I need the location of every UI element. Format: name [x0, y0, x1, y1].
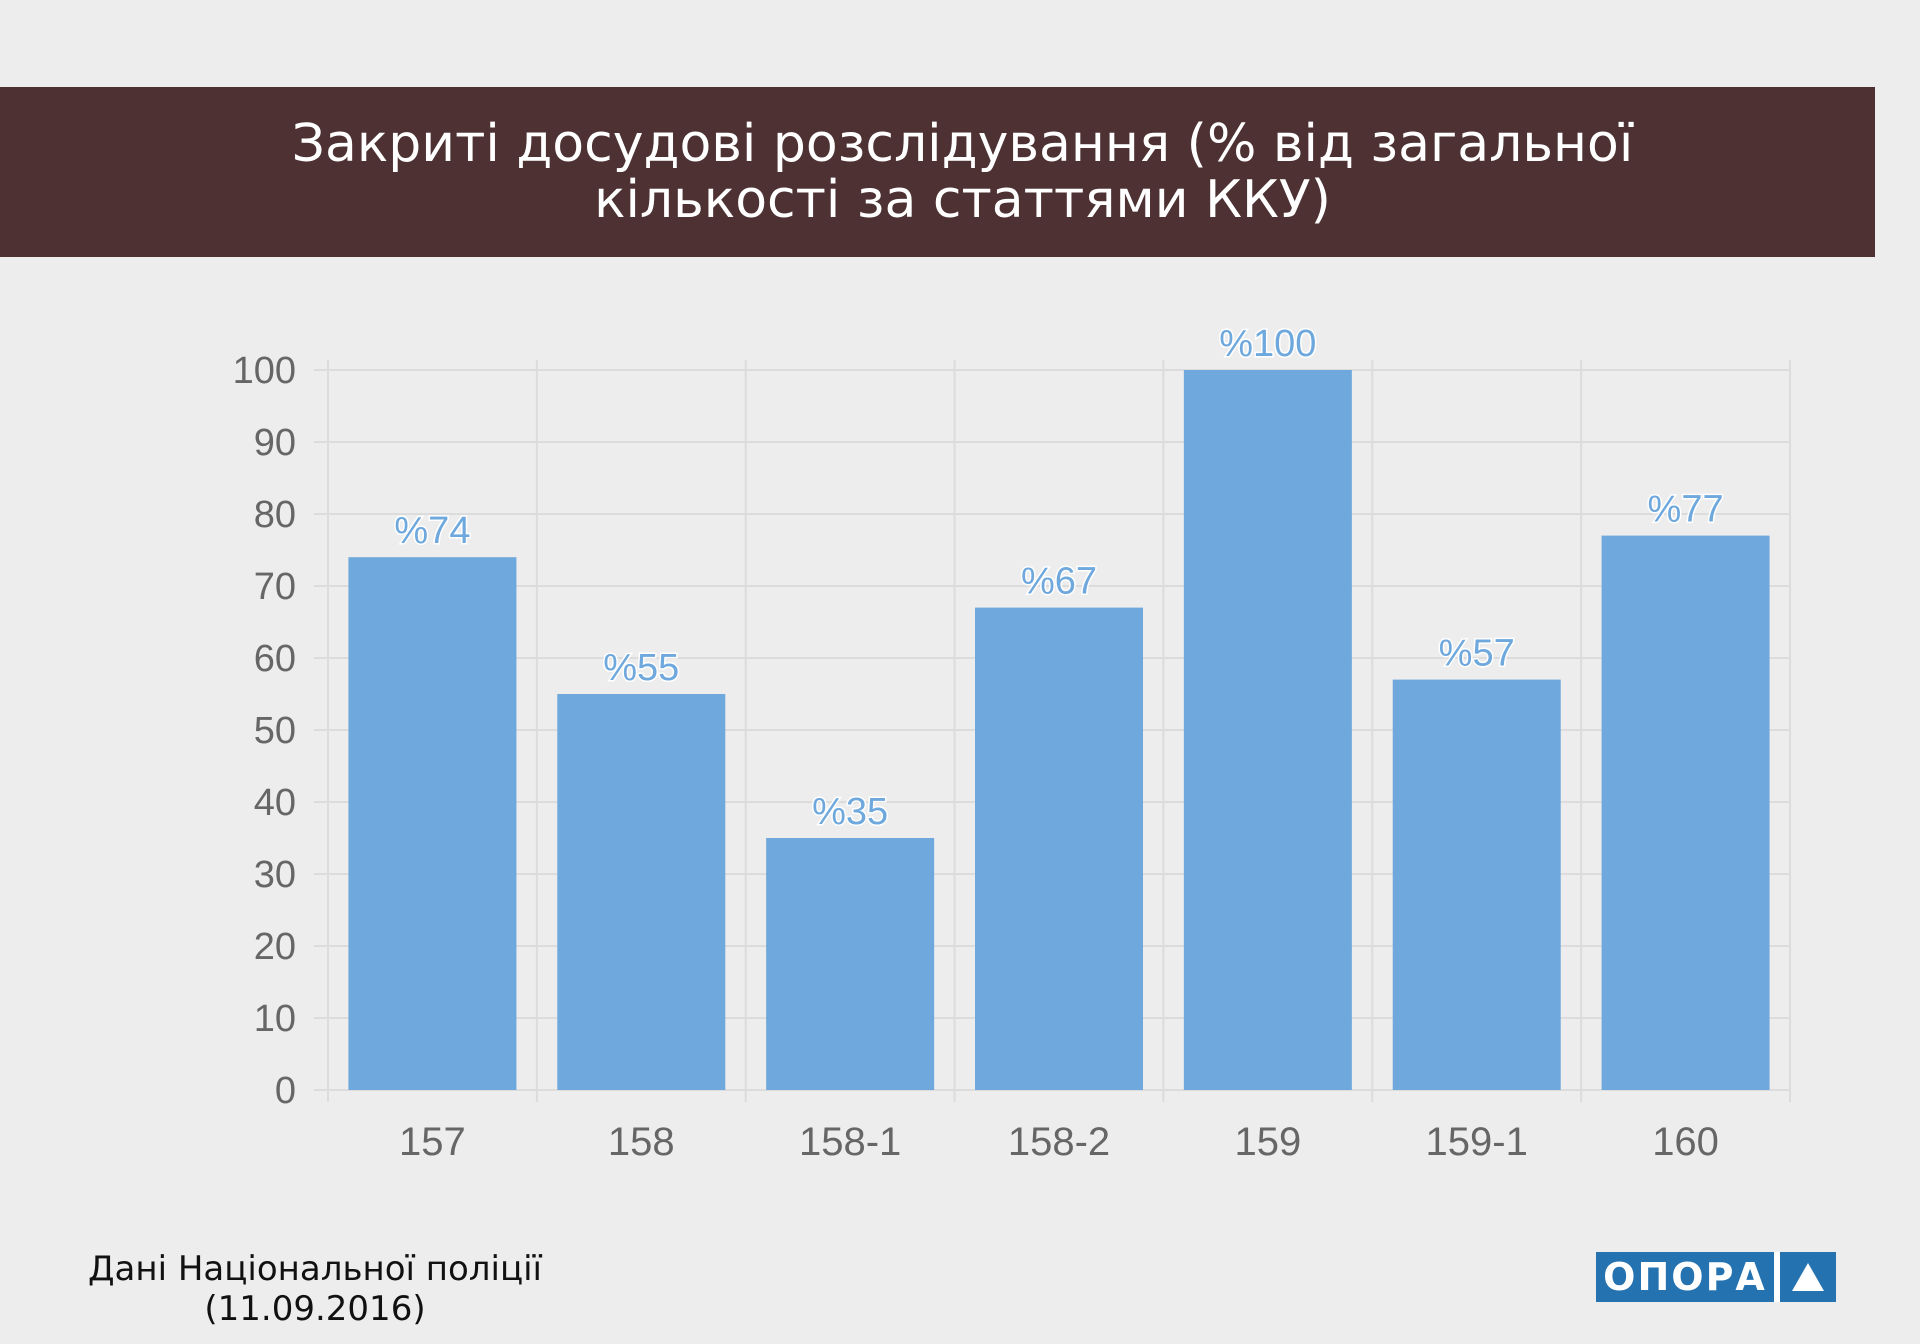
opora-logo: ОПОРА [1596, 1252, 1836, 1302]
data-label: %35 [812, 791, 888, 833]
chart-title: Закриті досудові розслідування (% від за… [291, 114, 1634, 230]
source-note: Дані Національної поліції (11.09.2016) [40, 1249, 590, 1329]
bar [975, 607, 1143, 1090]
logo-icon-box [1780, 1252, 1836, 1302]
y-tick-label: 50 [254, 710, 296, 752]
y-tick-label: 30 [254, 854, 296, 896]
bar [1183, 370, 1352, 1090]
source-line-1: Дані Національної поліції [87, 1249, 543, 1289]
y-tick-label: 0 [275, 1070, 296, 1112]
x-tick-label: 158-2 [1008, 1120, 1110, 1164]
x-tick-label: 159-1 [1426, 1120, 1528, 1164]
x-tick-label: 158-1 [799, 1120, 901, 1164]
y-tick-label: 100 [233, 350, 296, 392]
x-tick-label: 157 [399, 1120, 466, 1164]
bar [348, 557, 517, 1090]
bar [1392, 679, 1561, 1090]
y-tick-label: 80 [254, 494, 296, 536]
y-tick-label: 90 [254, 422, 296, 464]
bar [557, 694, 726, 1090]
data-label: %100 [1219, 323, 1316, 365]
y-tick-label: 10 [254, 998, 296, 1040]
data-label: %57 [1439, 633, 1515, 675]
logo-text: ОПОРА [1596, 1252, 1774, 1302]
data-label: %77 [1648, 489, 1724, 531]
y-tick-label: 60 [254, 638, 296, 680]
x-tick-label: 159 [1234, 1120, 1301, 1164]
data-label: %55 [603, 647, 679, 689]
bar [766, 838, 935, 1090]
data-label: %67 [1021, 561, 1097, 603]
x-tick-label: 158 [608, 1120, 675, 1164]
y-tick-label: 70 [254, 566, 296, 608]
source-line-2: (11.09.2016) [204, 1289, 426, 1329]
logo-divider [1774, 1252, 1780, 1302]
title-banner: Закриті досудові розслідування (% від за… [0, 87, 1875, 257]
x-tick-label: 160 [1652, 1120, 1719, 1164]
y-tick-label: 20 [254, 926, 296, 968]
bar [1601, 535, 1770, 1090]
data-label: %74 [394, 510, 470, 552]
triangle-icon [1792, 1263, 1824, 1291]
y-tick-label: 40 [254, 782, 296, 824]
